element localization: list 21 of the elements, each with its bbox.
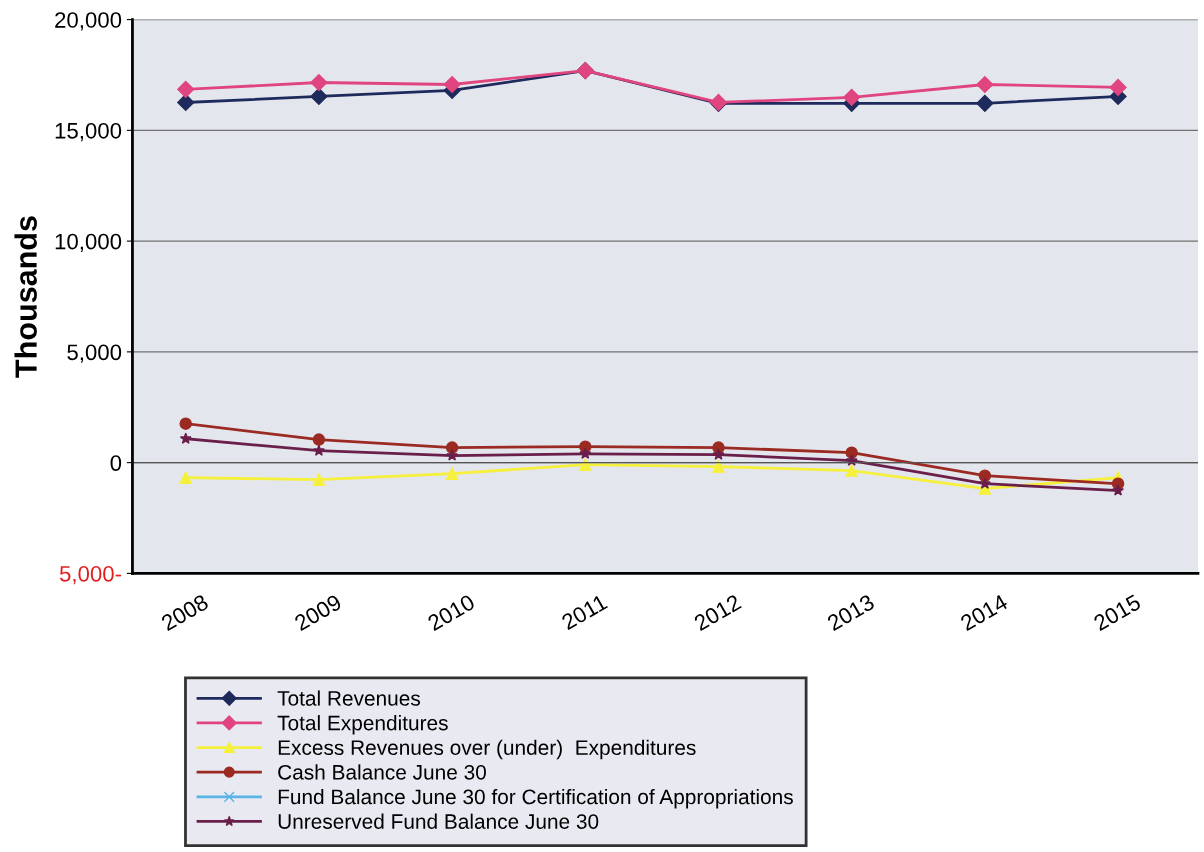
y-tick-label: 20,000 [55, 12, 122, 31]
legend-label: Unreserved Fund Balance June 30 [278, 813, 599, 829]
x-tick-label: 2008 [160, 593, 210, 632]
x-tick-label: 2009 [293, 593, 343, 632]
legend-label: Fund Balance June 30 for Certification of Appropriations [278, 788, 793, 809]
y-axis-title: Thousands [14, 216, 37, 378]
legend-label: Total Revenues [277, 690, 420, 706]
y-tick-label: 5,000 [67, 344, 122, 363]
legend-label: Cash Balance June 30 [278, 764, 486, 780]
x-tick-label: 2014 [959, 593, 1009, 632]
y-tick-label: 0 [110, 455, 122, 471]
legend-label: Excess Revenues over (under) Expenditures [278, 739, 696, 760]
x-tick-label: 2011 [560, 593, 609, 631]
x-tick-label: 2010 [426, 593, 476, 632]
x-tick-label: 2015 [1092, 593, 1142, 632]
x-tick-label: 2012 [693, 593, 742, 632]
y-tick-label: 5,000- [59, 565, 122, 585]
legend-label: Total Expenditures [277, 715, 448, 735]
x-tick-label: 2013 [826, 593, 876, 632]
y-tick-label: 15,000 [55, 122, 122, 142]
y-tick-label: 10,000 [55, 233, 122, 253]
